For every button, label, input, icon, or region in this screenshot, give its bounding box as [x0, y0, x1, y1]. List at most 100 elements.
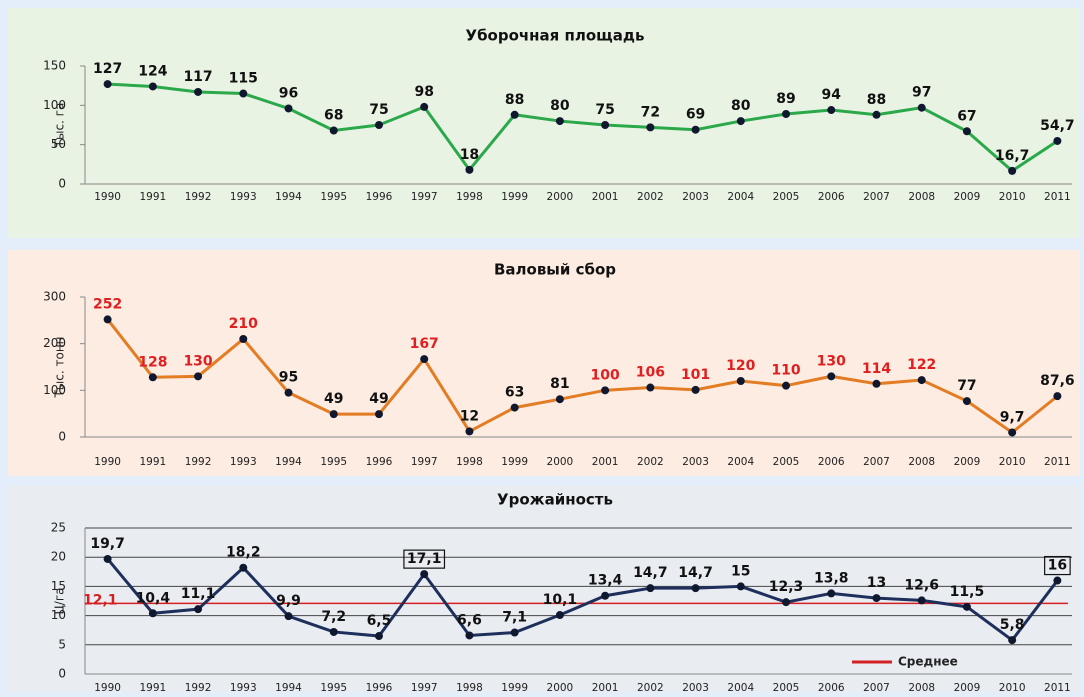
point [329, 410, 338, 419]
point [827, 372, 836, 381]
y-tick-label: 0 [58, 430, 66, 444]
x-tick-label: 2003 [682, 682, 709, 694]
x-tick-label: 1994 [275, 682, 302, 694]
point [374, 632, 383, 641]
point [510, 403, 519, 412]
x-tick-label: 2005 [773, 682, 800, 694]
x-tick-label: 2000 [547, 456, 574, 468]
y-tick-label: 10 [51, 608, 66, 622]
x-tick-label: 2005 [773, 456, 800, 468]
x-tick-label: 2003 [682, 191, 709, 203]
point [103, 80, 112, 89]
value-label: 14,7 [633, 565, 668, 581]
point [465, 165, 474, 174]
x-tick-label: 2001 [592, 682, 619, 694]
x-tick-label: 2002 [637, 191, 664, 203]
line [106, 318, 1059, 435]
point [827, 106, 836, 115]
point [239, 335, 248, 343]
y-tick-label: 150 [43, 59, 66, 73]
point [284, 104, 293, 113]
y-tick-label: 200 [43, 336, 66, 350]
x-tick-label: 2004 [727, 456, 754, 468]
value-label: 80 [550, 98, 570, 114]
x-tick-label: 1991 [139, 682, 166, 694]
value-label: 9,9 [276, 593, 301, 609]
value-label: 15 [731, 563, 750, 579]
value-label: 72 [641, 104, 660, 120]
x-tick-label: 2005 [773, 191, 800, 203]
point [1053, 136, 1062, 145]
value-label: 94 [822, 87, 842, 103]
x-tick-label: 1990 [94, 456, 121, 468]
y-tick-label: 0 [58, 667, 66, 681]
point [782, 598, 791, 607]
point [1053, 576, 1062, 585]
value-label: 98 [414, 84, 433, 100]
x-tick-label: 1998 [456, 191, 483, 203]
x-tick-label: 1999 [501, 682, 528, 694]
point [1008, 636, 1017, 645]
x-tick-label: 2000 [547, 191, 574, 203]
panel [8, 8, 1080, 238]
x-tick-label: 1992 [185, 682, 212, 694]
x-tick-label: 2006 [818, 682, 845, 694]
value-label: 10,1 [543, 592, 578, 608]
point [239, 89, 248, 98]
value-label: 110 [771, 363, 800, 379]
x-tick-label: 1993 [230, 682, 257, 694]
y-tick-label: 100 [43, 98, 66, 112]
x-tick-label: 1991 [139, 191, 166, 203]
chart-title: Уборочная площадь [466, 27, 645, 45]
point [917, 103, 926, 112]
value-label: 6,5 [367, 613, 392, 629]
x-tick-label: 1997 [411, 191, 438, 203]
panel [8, 250, 1080, 476]
x-tick-label: 1990 [94, 682, 121, 694]
x-tick-label: 1997 [411, 456, 438, 468]
x-tick-label: 2011 [1044, 191, 1071, 203]
value-label: 80 [731, 98, 751, 114]
legend-label: Среднее [898, 655, 958, 669]
point [284, 388, 293, 397]
point [555, 611, 564, 620]
x-tick-label: 2008 [908, 191, 935, 203]
value-label: 97 [912, 85, 931, 101]
x-tick-label: 1991 [139, 456, 166, 468]
x-tick-label: 1997 [411, 682, 438, 694]
x-tick-label: 2006 [818, 191, 845, 203]
value-label: 114 [862, 361, 891, 377]
x-tick-label: 1995 [320, 682, 347, 694]
x-tick-label: 2007 [863, 682, 890, 694]
x-tick-label: 2006 [818, 456, 845, 468]
value-label: 67 [957, 108, 976, 124]
value-label: 130 [817, 353, 846, 369]
x-tick-label: 2011 [1044, 456, 1071, 468]
x-tick-label: 1996 [366, 456, 393, 468]
point [420, 102, 429, 111]
point [465, 427, 474, 436]
value-label: 18,2 [226, 545, 261, 561]
x-tick-label: 1996 [366, 191, 393, 203]
y-axis-label: Тыс. га [53, 103, 67, 149]
value-label: 88 [505, 92, 524, 108]
x-tick-label: 2007 [863, 191, 890, 203]
x-tick-label: 1999 [501, 456, 528, 468]
value-label: 7,1 [502, 610, 527, 626]
point [194, 372, 203, 381]
point [194, 605, 203, 614]
value-label: 12,3 [769, 579, 804, 595]
x-tick-label: 2008 [908, 682, 935, 694]
point [148, 373, 157, 382]
value-label: 130 [183, 353, 212, 369]
point [601, 121, 610, 129]
point [148, 609, 157, 618]
x-tick-label: 1992 [185, 191, 212, 203]
value-label: 17,1 [407, 551, 442, 567]
x-tick-label: 2004 [727, 682, 754, 694]
value-label: 128 [138, 354, 167, 370]
x-tick-label: 2009 [954, 456, 981, 468]
y-axis-label: Тыс. тонн [53, 336, 67, 398]
value-label: 11,1 [181, 586, 216, 602]
